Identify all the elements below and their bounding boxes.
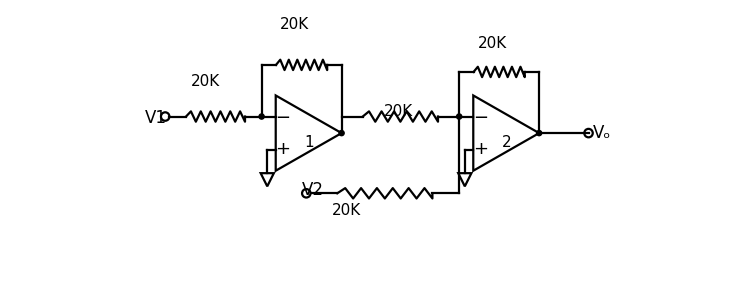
Text: +: + <box>276 140 291 158</box>
Circle shape <box>536 131 542 136</box>
Text: 20K: 20K <box>190 74 219 89</box>
Text: 20K: 20K <box>332 203 361 218</box>
Text: 2: 2 <box>501 135 511 150</box>
Text: 20K: 20K <box>383 104 413 119</box>
Text: V2: V2 <box>302 180 324 199</box>
Text: Vₒ: Vₒ <box>593 124 611 142</box>
Text: 1: 1 <box>304 135 314 150</box>
Text: −: − <box>473 109 488 127</box>
Text: 20K: 20K <box>280 17 309 32</box>
Circle shape <box>259 114 264 119</box>
Text: 20K: 20K <box>477 36 507 51</box>
Circle shape <box>457 114 461 119</box>
Text: −: − <box>275 109 291 127</box>
Text: V1: V1 <box>145 109 167 127</box>
Circle shape <box>339 131 344 136</box>
Text: +: + <box>473 140 488 158</box>
